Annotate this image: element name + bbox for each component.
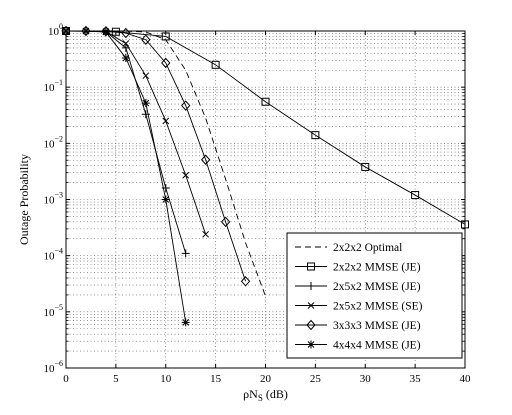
legend-entry: 2x2x2 Optimal <box>295 242 402 254</box>
asterisk-marker <box>161 195 170 204</box>
legend-entry: 4x4x4 MMSE (JE) <box>295 340 421 352</box>
x-marker <box>162 117 170 125</box>
square-marker <box>307 262 315 271</box>
plus-marker <box>181 249 190 258</box>
y-tick-label: 10−6 <box>43 359 63 375</box>
x-tick-label: 25 <box>310 373 322 385</box>
diamond-marker <box>220 216 231 228</box>
y-tick-label: 10−5 <box>43 303 63 319</box>
square-marker <box>411 191 420 200</box>
x-marker <box>122 40 130 47</box>
series-line <box>65 30 466 225</box>
x-marker <box>307 302 315 309</box>
diamond-marker <box>121 27 131 39</box>
y-axis-label: Outage Probability <box>17 154 31 245</box>
x-tick-label: 30 <box>360 373 372 385</box>
legend-label: 3x3x3 MMSE (JE) <box>333 320 421 332</box>
x-marker <box>142 72 150 80</box>
legend: 2x2x2 Optimal 2x2x2 MMSE (JE) 2x5x2 MMSE (… <box>286 232 463 359</box>
square-marker <box>361 162 370 171</box>
x-tick-label: 15 <box>210 373 222 385</box>
y-tick-label: 10−1 <box>43 78 63 94</box>
diamond-marker <box>306 319 316 331</box>
y-tick-label: 100 <box>48 22 63 38</box>
legend-box <box>286 232 463 359</box>
diamond-marker <box>181 100 191 111</box>
asterisk-marker <box>101 27 110 36</box>
x-tick-label: 0 <box>63 373 69 385</box>
legend-entry: 2x2x2 MMSE (JE) <box>295 262 421 274</box>
x-tick-label: 5 <box>113 373 119 385</box>
y-tick-label: 10−2 <box>43 134 63 150</box>
plot-frame <box>65 30 466 369</box>
x-tick-labels: 0 5 10 15 20 25 30 35 40 <box>63 373 471 385</box>
asterisk-marker <box>307 340 315 349</box>
y-tick-label: 10−4 <box>43 247 63 263</box>
legend-label: 2x2x2 Optimal <box>333 242 402 254</box>
asterisk-marker <box>121 54 130 63</box>
diamond-marker <box>141 34 151 45</box>
square-marker <box>311 131 320 140</box>
legend-label: 2x5x2 MMSE (SE) <box>333 301 423 313</box>
x-tick-label: 20 <box>260 373 272 385</box>
square-marker <box>161 32 170 41</box>
legend-entry: 3x3x3 MMSE (JE) <box>295 319 421 332</box>
asterisk-marker <box>181 318 190 327</box>
square-marker <box>211 60 220 69</box>
diamond-marker <box>161 57 171 69</box>
legend-label: 2x5x2 MMSE (JE) <box>333 281 421 293</box>
legend-label: 4x4x4 MMSE (JE) <box>333 340 421 352</box>
x-axis-label: ρNS (dB) <box>243 387 288 403</box>
y-tick-labels: 100 10−1 10−2 10−3 10−4 10−5 10−6 <box>43 22 63 375</box>
x-marker <box>182 171 190 179</box>
plus-marker <box>307 282 315 290</box>
x-tick-label: 40 <box>460 373 472 385</box>
x-tick-label: 35 <box>410 373 422 385</box>
legend-entry: 2x5x2 MMSE (JE) <box>295 281 421 293</box>
asterisk-marker <box>141 99 150 108</box>
legend-label: 2x2x2 MMSE (JE) <box>333 262 421 274</box>
square-marker <box>261 97 270 106</box>
y-tick-label: 10−3 <box>43 191 63 207</box>
diamond-marker <box>240 276 251 287</box>
diamond-marker <box>200 154 211 166</box>
diamond-marker <box>81 25 91 37</box>
x-marker <box>202 230 210 238</box>
x-tick-label: 10 <box>160 373 172 385</box>
legend-entry: 2x5x2 MMSE (SE) <box>295 301 423 313</box>
